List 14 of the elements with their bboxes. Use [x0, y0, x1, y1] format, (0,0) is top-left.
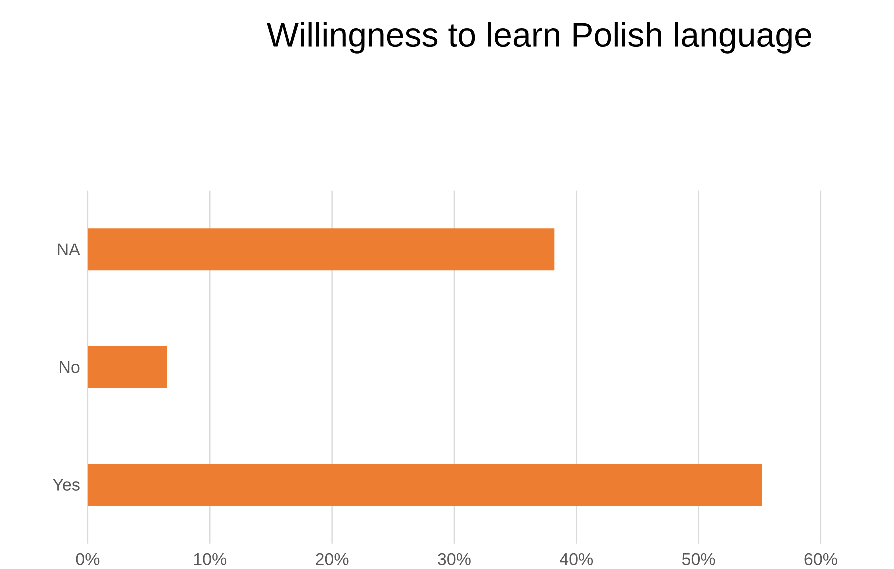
x-tick-label: 0% — [76, 553, 100, 566]
x-tick-label: 50% — [682, 553, 716, 566]
bar — [88, 346, 168, 388]
y-tick-label: NA — [58, 244, 80, 256]
chart-title: Willingness to learn Polish language — [267, 22, 812, 54]
x-tick-label: 30% — [438, 553, 471, 566]
bar — [88, 464, 762, 506]
x-tick-label: 40% — [560, 553, 594, 566]
x-tick-label: 20% — [316, 553, 349, 566]
y-tick-label: Yes — [53, 479, 80, 492]
x-tick-label: 10% — [194, 553, 227, 566]
bar — [88, 228, 555, 271]
y-tick-label: No — [60, 362, 80, 374]
x-tick-label: 60% — [804, 553, 838, 566]
